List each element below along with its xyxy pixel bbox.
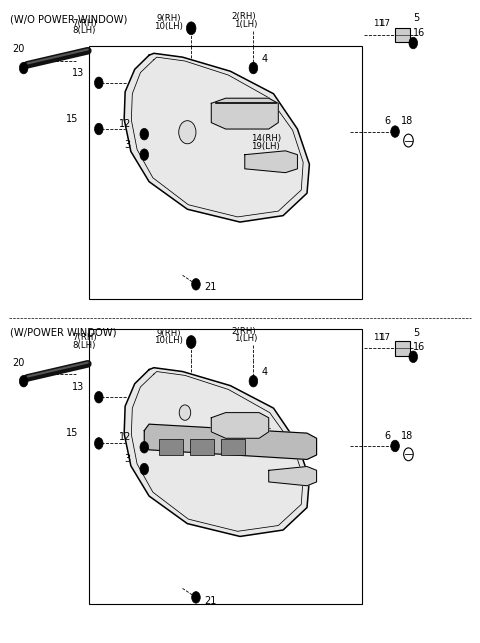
Polygon shape [144, 424, 317, 460]
Circle shape [179, 121, 196, 144]
Text: 2(RH): 2(RH) [231, 327, 256, 336]
Circle shape [249, 376, 258, 387]
Text: 21: 21 [204, 282, 216, 293]
Text: 4: 4 [262, 367, 268, 377]
Text: 17: 17 [379, 19, 390, 28]
Polygon shape [124, 53, 310, 222]
Bar [395, 28, 410, 42]
Text: 7(RH): 7(RH) [72, 333, 97, 342]
Circle shape [409, 37, 418, 49]
Text: 13: 13 [72, 382, 84, 392]
Text: 2(RH): 2(RH) [231, 12, 256, 21]
Circle shape [186, 22, 196, 35]
Bar [395, 341, 410, 356]
Text: 11: 11 [372, 19, 384, 28]
Polygon shape [124, 368, 310, 536]
Circle shape [186, 336, 196, 349]
Text: 16: 16 [413, 341, 425, 352]
Circle shape [140, 464, 149, 475]
Text: 17: 17 [379, 333, 390, 342]
Text: 6: 6 [384, 431, 391, 441]
Circle shape [391, 440, 399, 452]
Text: 1(LH): 1(LH) [234, 20, 257, 29]
Text: 3: 3 [125, 140, 131, 150]
Text: 18: 18 [401, 116, 413, 127]
Text: 6615: 6615 [250, 428, 273, 437]
Bar [190, 439, 214, 455]
Polygon shape [211, 98, 278, 129]
Text: 18: 18 [401, 431, 413, 441]
Circle shape [140, 129, 149, 140]
Polygon shape [245, 151, 298, 173]
Circle shape [95, 392, 103, 403]
Text: 10(LH): 10(LH) [154, 22, 183, 31]
Text: (W/O POWER WINDOW): (W/O POWER WINDOW) [10, 15, 128, 25]
Circle shape [404, 448, 413, 461]
Circle shape [409, 351, 418, 363]
Text: 15: 15 [66, 428, 78, 439]
Text: 20: 20 [12, 44, 25, 54]
Text: 9(RH): 9(RH) [156, 14, 181, 23]
Circle shape [192, 592, 200, 603]
Circle shape [404, 134, 413, 147]
Bar [89, 329, 362, 604]
Text: 7(RH): 7(RH) [72, 19, 97, 28]
Circle shape [95, 77, 103, 89]
Circle shape [95, 123, 103, 135]
Text: 6: 6 [384, 116, 391, 127]
Circle shape [391, 126, 399, 138]
Text: 12: 12 [119, 432, 131, 442]
Text: 15: 15 [66, 114, 78, 124]
Text: 5: 5 [413, 13, 420, 23]
Bar [89, 46, 362, 299]
Circle shape [179, 405, 191, 421]
Text: 8(LH): 8(LH) [72, 341, 96, 350]
Text: 3: 3 [125, 454, 131, 464]
Text: 11: 11 [372, 333, 384, 342]
Circle shape [249, 62, 258, 74]
Polygon shape [269, 467, 317, 485]
Text: 16: 16 [413, 28, 425, 38]
Text: 5: 5 [413, 327, 420, 338]
Text: 8(LH): 8(LH) [72, 26, 96, 35]
Text: 12: 12 [119, 119, 131, 129]
Circle shape [192, 278, 200, 290]
Text: 19(LH): 19(LH) [251, 142, 279, 151]
Circle shape [19, 62, 28, 74]
Circle shape [95, 438, 103, 449]
Text: (W/POWER WINDOW): (W/POWER WINDOW) [10, 327, 117, 338]
Circle shape [140, 149, 149, 161]
Text: 21: 21 [204, 595, 216, 606]
Bar [158, 439, 182, 455]
Text: 20: 20 [12, 358, 25, 368]
Text: 13: 13 [72, 68, 84, 78]
Bar [221, 439, 245, 455]
Text: 9(RH): 9(RH) [156, 329, 181, 338]
Circle shape [19, 376, 28, 387]
Circle shape [140, 442, 149, 453]
Text: 4: 4 [262, 53, 268, 64]
Text: 14(RH): 14(RH) [251, 134, 281, 143]
Polygon shape [211, 413, 269, 439]
Text: 1(LH): 1(LH) [234, 334, 257, 343]
Text: 10(LH): 10(LH) [154, 336, 183, 345]
